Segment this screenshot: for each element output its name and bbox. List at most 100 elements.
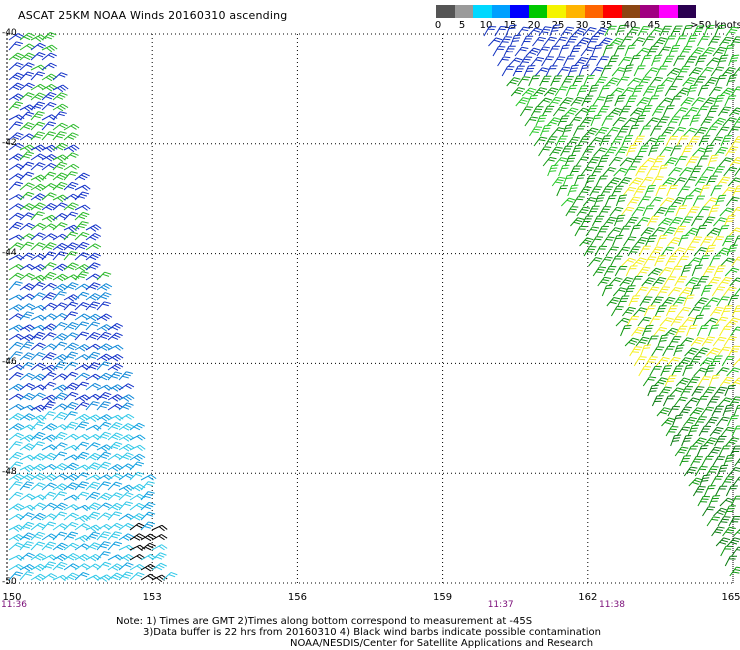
wind-barb: [118, 554, 135, 562]
wind-barb: [30, 232, 46, 241]
wind-barb: [107, 441, 123, 451]
wind-barb: [19, 71, 35, 81]
wind-barb: [657, 164, 669, 177]
wind-barb: [722, 235, 735, 247]
wind-barb: [41, 282, 57, 291]
wind-barb: [85, 224, 102, 232]
wind-barb: [19, 563, 36, 572]
wind-barb: [85, 321, 101, 331]
wind-barb: [679, 45, 693, 57]
wind-barb: [30, 573, 47, 582]
wind-barb: [670, 25, 683, 37]
wind-barb: [41, 381, 57, 391]
wind-barb: [732, 185, 740, 197]
wind-barb: [725, 317, 740, 327]
wind-barb: [658, 217, 673, 227]
wind-barb: [8, 461, 24, 471]
wind-barb: [723, 44, 735, 57]
wind-barb: [30, 522, 46, 531]
wind-barb: [41, 313, 58, 321]
wind-barb: [654, 135, 667, 147]
wind-barb: [30, 162, 46, 171]
wind-barb: [74, 543, 91, 551]
wind-barb: [710, 355, 723, 367]
wind-barb: [52, 511, 68, 521]
wind-barb: [617, 125, 630, 137]
wind-barb: [601, 284, 614, 297]
wind-barb: [8, 142, 25, 151]
wind-barb: [63, 512, 79, 521]
wind-barb: [649, 246, 664, 257]
wind-barb: [660, 77, 675, 87]
wind-barb: [74, 534, 91, 543]
wind-barb: [702, 386, 716, 397]
wind-barb: [592, 96, 606, 107]
wind-barb: [52, 84, 69, 93]
wind-barb: [151, 544, 168, 551]
longitude-label: 150: [2, 592, 22, 603]
wind-barb: [648, 315, 662, 327]
wind-barb: [707, 276, 721, 287]
wind-barb: [19, 541, 34, 551]
wind-barb: [151, 562, 167, 571]
wind-barb: [129, 461, 145, 471]
wind-barb: [96, 301, 111, 311]
wind-barb: [151, 552, 167, 561]
wind-barb: [41, 202, 58, 211]
wind-barb: [596, 56, 610, 67]
wind-barb: [723, 215, 736, 227]
wind-barb: [8, 571, 23, 581]
wind-barb: [692, 147, 707, 157]
wind-barb: [52, 531, 68, 541]
wind-barb: [634, 286, 649, 297]
wind-barb: [140, 542, 156, 551]
wind-barb: [503, 45, 516, 57]
wind-barb: [696, 155, 709, 167]
wind-barb: [701, 166, 715, 177]
wind-barb: [532, 87, 548, 97]
wind-barb: [585, 105, 598, 117]
wind-barb: [19, 104, 36, 112]
wind-barb: [711, 526, 725, 537]
wind-barb: [553, 157, 568, 167]
wind-barb: [631, 326, 645, 337]
wind-barb: [721, 186, 736, 197]
colorbar-segment: [491, 5, 511, 18]
wind-barb: [30, 131, 45, 141]
wind-barb: [96, 431, 112, 441]
wind-barb: [74, 252, 90, 261]
wind-barb: [662, 345, 675, 357]
wind-barb: [702, 97, 717, 107]
wind-barb: [677, 186, 691, 197]
wind-barb: [702, 266, 716, 277]
wind-barb: [565, 85, 578, 97]
wind-barb: [140, 533, 157, 542]
wind-barb: [664, 35, 677, 47]
wind-barb: [622, 306, 636, 317]
wind-barb: [572, 75, 585, 87]
wind-barb: [622, 64, 634, 77]
wind-barb: [107, 353, 124, 362]
wind-barb: [579, 116, 594, 127]
wind-barb: [63, 553, 80, 561]
wind-barb: [672, 126, 686, 137]
colorbar-segment: [473, 5, 492, 18]
wind-barb: [666, 356, 681, 367]
wind-barb: [694, 297, 709, 307]
wind-barb: [41, 521, 57, 531]
wind-barb: [684, 347, 699, 357]
wind-barb: [19, 424, 36, 431]
wind-barb: [675, 205, 688, 217]
wind-barb: [601, 236, 615, 247]
wind-barb: [19, 473, 36, 481]
wind-barb: [52, 451, 68, 461]
wind-barb: [52, 161, 68, 171]
wind-barb: [8, 212, 24, 221]
wind-barb: [19, 552, 35, 561]
wind-barb: [547, 45, 560, 57]
wind-barb: [733, 286, 740, 297]
map-frame: [6, 33, 734, 584]
wind-barb: [41, 192, 57, 201]
wind-barb: [690, 47, 705, 57]
wind-barb: [700, 406, 715, 417]
